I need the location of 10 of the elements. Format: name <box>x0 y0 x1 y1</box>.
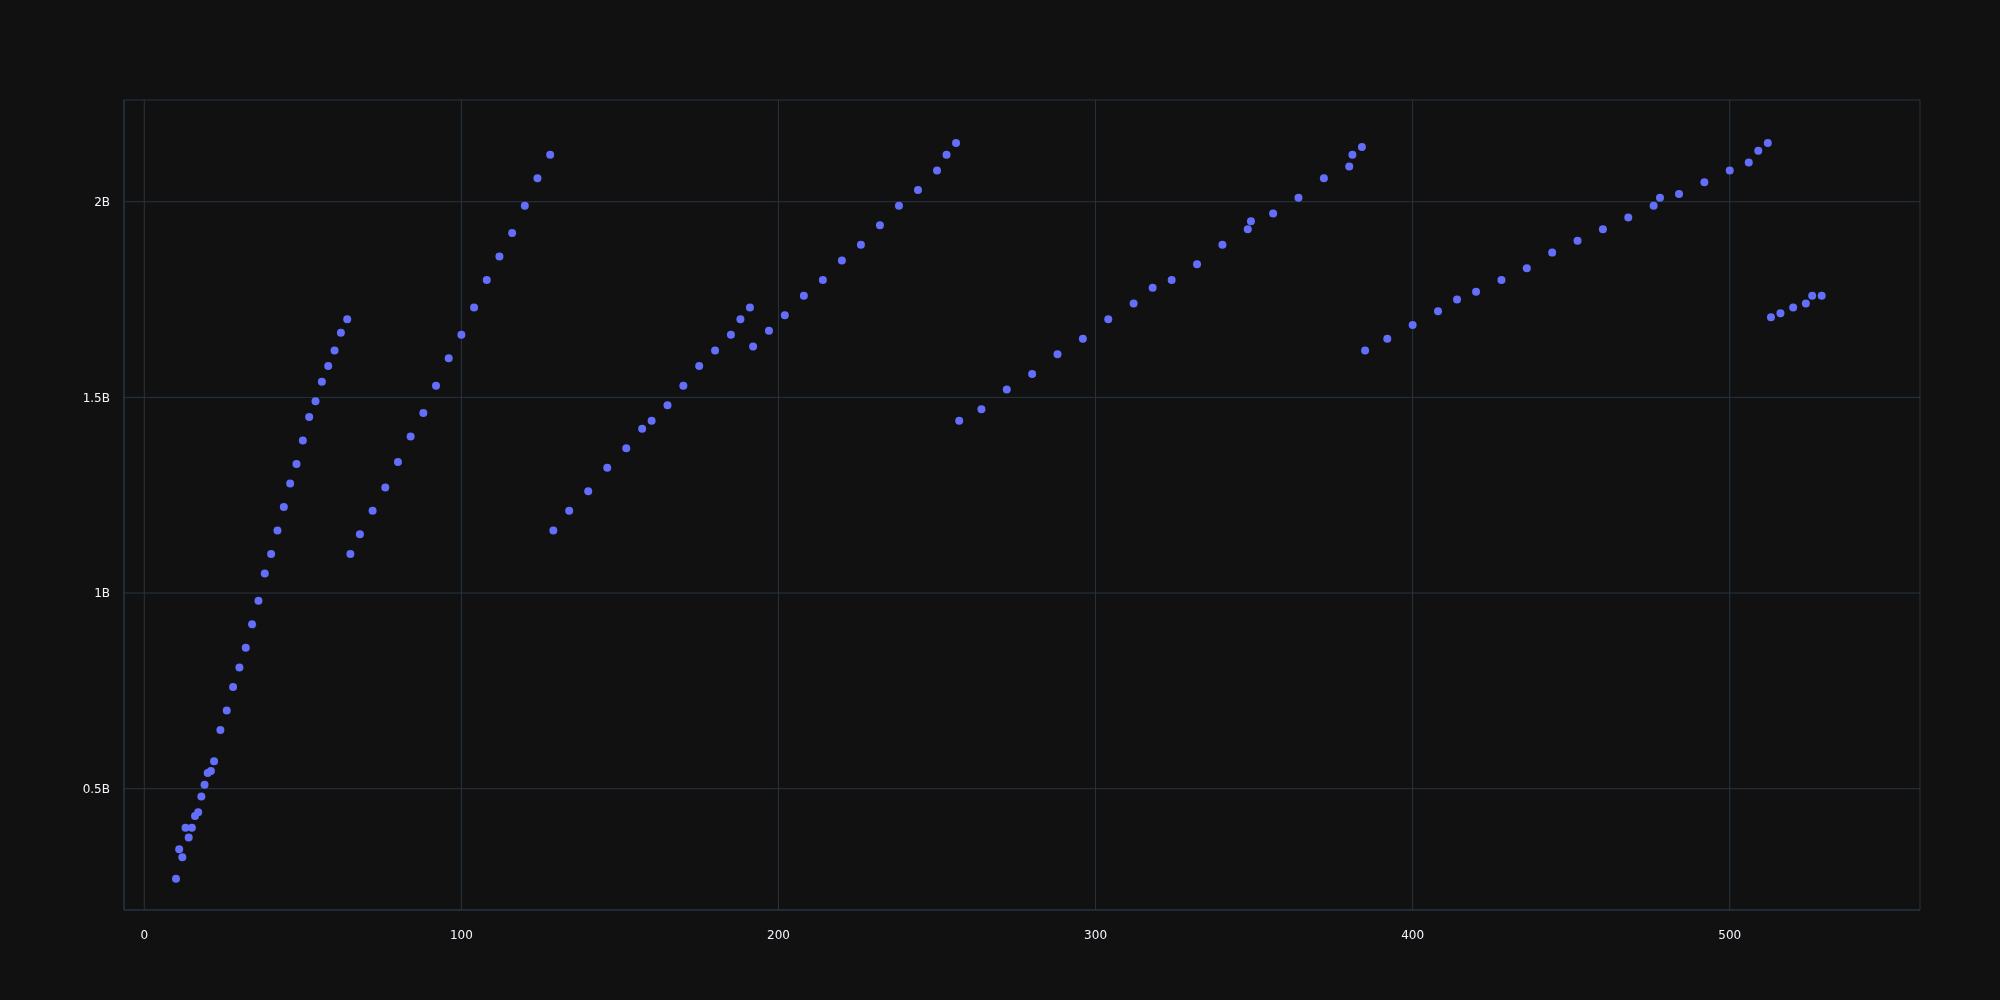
x-tick-label: 0 <box>140 927 149 942</box>
x-tick-label: 400 <box>1401 927 1425 942</box>
y-tick-label: 1.5B <box>82 390 110 405</box>
x-tick-label: 300 <box>1084 927 1108 942</box>
x-tick-label: 100 <box>449 927 473 942</box>
y-tick-label: 1B <box>94 586 110 601</box>
x-tick-label: 500 <box>1718 927 1742 942</box>
x-tick-label: 200 <box>767 927 790 942</box>
y-tick-label: 2B <box>94 195 110 209</box>
y-tick-label: 0.5B <box>82 781 110 796</box>
